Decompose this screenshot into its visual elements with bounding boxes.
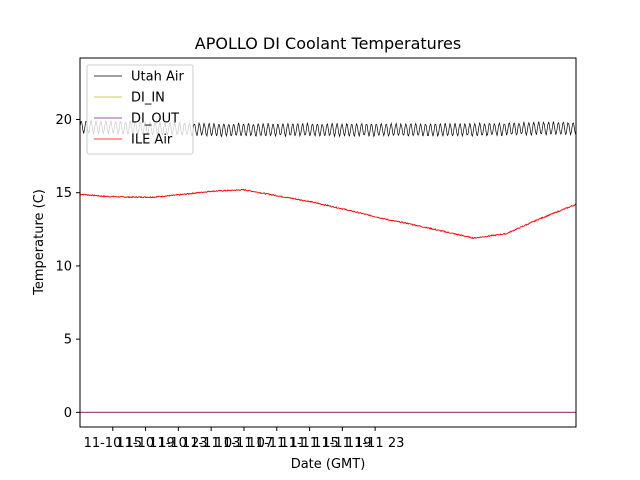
y-tick-label: 15 bbox=[55, 186, 72, 201]
y-axis: 0 5 10 15 20 bbox=[55, 113, 80, 421]
x-tick-label: 11-11 23 bbox=[346, 436, 404, 451]
plot-frame bbox=[79, 57, 577, 428]
legend-box bbox=[86, 64, 194, 155]
y-tick-label: 5 bbox=[64, 333, 72, 348]
legend-label: ILE Air bbox=[131, 133, 173, 148]
x-tick-label: 11-11 07 bbox=[215, 436, 273, 451]
legend-label: DI_IN bbox=[131, 91, 165, 106]
x-tick-label: 11-10 15 bbox=[84, 436, 142, 451]
legend: Utah Air DI_IN DI_OUT ILE Air bbox=[86, 64, 194, 155]
y-tick-label: 20 bbox=[55, 113, 72, 128]
chart-title: APOLLO DI Coolant Temperatures bbox=[195, 34, 461, 53]
y-tick-label: 0 bbox=[64, 406, 72, 421]
x-tick-label: 11-11 19 bbox=[313, 436, 371, 451]
legend-label: Utah Air bbox=[131, 70, 184, 85]
legend-label: DI_OUT bbox=[131, 112, 179, 127]
x-axis-label: Date (GMT) bbox=[291, 457, 366, 472]
series-line-ile-air bbox=[80, 188, 576, 240]
x-tick-label: 11-11 03 bbox=[182, 436, 240, 451]
x-tick-label: 11-11 11 bbox=[248, 436, 306, 451]
x-tick-label: 11-10 23 bbox=[149, 436, 207, 451]
x-tick-label: 11-10 19 bbox=[116, 436, 174, 451]
y-tick-label: 10 bbox=[55, 259, 72, 274]
series-layer bbox=[80, 119, 576, 413]
y-axis-label: Temperature (C) bbox=[32, 189, 47, 296]
x-tick-label: 11-11 15 bbox=[280, 436, 338, 451]
